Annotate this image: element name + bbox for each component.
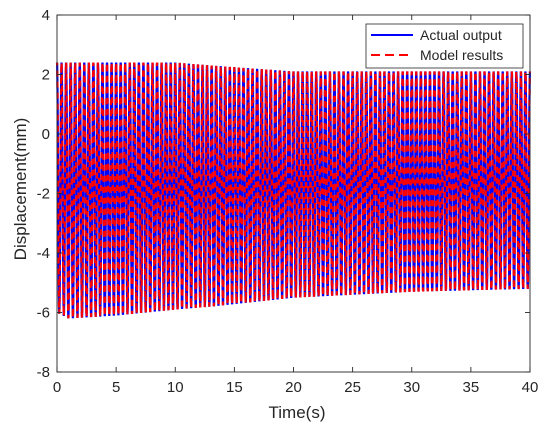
y-tick-label: -6 bbox=[37, 305, 50, 322]
plot-layer bbox=[55, 62, 532, 319]
x-tick-label: 35 bbox=[463, 379, 480, 396]
series-line-model-results bbox=[55, 62, 532, 319]
legend-label-actual-output: Actual output bbox=[420, 27, 502, 43]
y-tick-label: 0 bbox=[42, 126, 50, 143]
legend-label-model-results: Model results bbox=[420, 47, 503, 63]
y-tick-label: 2 bbox=[42, 67, 50, 84]
legend: Actual output Model results bbox=[365, 23, 524, 69]
x-tick-label: 15 bbox=[226, 379, 243, 396]
axes-layer bbox=[56, 14, 531, 373]
x-tick-label: 30 bbox=[403, 379, 420, 396]
y-axis-label: Displacement(mm) bbox=[11, 118, 30, 261]
x-tick-label: 25 bbox=[344, 379, 361, 396]
x-axis-label: Time(s) bbox=[269, 403, 326, 422]
y-tick-label: -2 bbox=[37, 186, 50, 203]
y-tick-label: -8 bbox=[37, 364, 50, 381]
legend-box bbox=[365, 23, 524, 69]
y-tick-label: -4 bbox=[37, 245, 50, 262]
x-tick-label: 10 bbox=[167, 379, 184, 396]
x-tick-label: 20 bbox=[285, 379, 302, 396]
tick-label-layer: 0 5 10 15 20 25 30 35 40 -8 -6 -4 -2 0 2 4 bbox=[37, 7, 539, 396]
x-tick-label: 40 bbox=[522, 379, 539, 396]
x-tick-label: 5 bbox=[112, 379, 120, 396]
y-tick-label: 4 bbox=[42, 7, 50, 24]
x-tick-label: 0 bbox=[53, 379, 61, 396]
